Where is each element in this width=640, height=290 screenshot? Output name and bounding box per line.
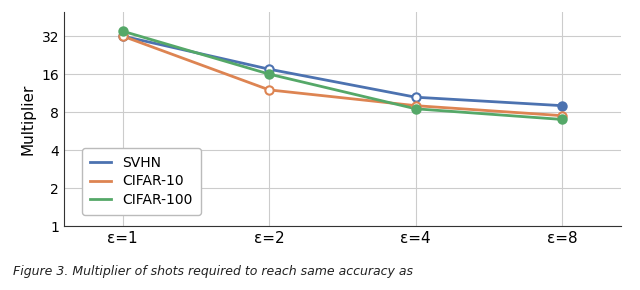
Line: CIFAR-10: CIFAR-10 bbox=[123, 36, 562, 116]
CIFAR-100 bbox=[412, 107, 419, 110]
Line: SVHN: SVHN bbox=[123, 36, 562, 106]
SVHN bbox=[412, 95, 419, 99]
CIFAR-10 bbox=[412, 104, 419, 107]
CIFAR-100 bbox=[558, 118, 566, 121]
CIFAR-10 bbox=[266, 88, 273, 92]
SVHN bbox=[558, 104, 566, 107]
Y-axis label: Multiplier: Multiplier bbox=[21, 83, 36, 155]
CIFAR-100 bbox=[266, 72, 273, 76]
SVHN bbox=[266, 68, 273, 71]
Line: CIFAR-100: CIFAR-100 bbox=[123, 31, 562, 119]
SVHN bbox=[119, 34, 127, 38]
Legend: SVHN, CIFAR-10, CIFAR-100: SVHN, CIFAR-10, CIFAR-100 bbox=[82, 148, 201, 215]
CIFAR-10 bbox=[119, 34, 127, 38]
Text: Figure 3. Multiplier of shots required to reach same accuracy as: Figure 3. Multiplier of shots required t… bbox=[13, 265, 413, 278]
CIFAR-10 bbox=[558, 114, 566, 117]
CIFAR-100 bbox=[119, 29, 127, 33]
